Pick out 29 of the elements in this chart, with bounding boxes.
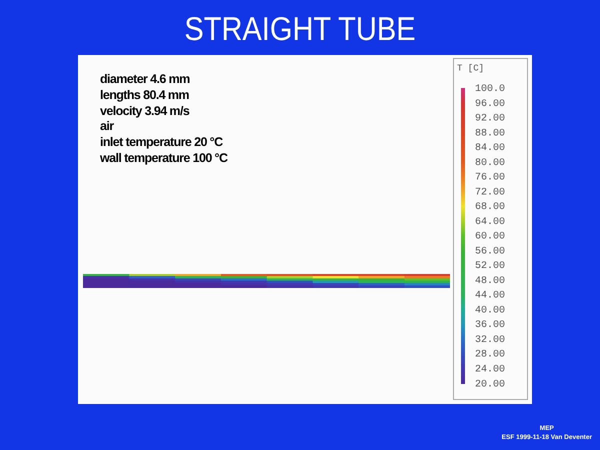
- color-bar-label: 28.00: [475, 350, 506, 361]
- color-bar-label: 76.00: [475, 172, 506, 184]
- color-bar-label: 72.00: [475, 187, 506, 198]
- color-bar-title: T [C]: [457, 63, 484, 74]
- color-bar-label: 44.00: [475, 290, 506, 302]
- text: lengths 80.4 mm: [100, 88, 190, 104]
- color-bar-label: 88.00: [475, 128, 506, 140]
- color-bar-label: 68.00: [475, 202, 506, 214]
- color-bar-label: 56.00: [475, 246, 506, 258]
- text: diameter 4.6 mm: [100, 72, 191, 88]
- chart-title: STRAIGHT TUBE: [183, 10, 417, 48]
- color-bar-label: 52.00: [475, 261, 506, 272]
- color-bar-label: 64.00: [475, 216, 506, 228]
- color-bar-label: 96.00: [475, 98, 506, 110]
- text: inlet temperature 20 °C: [100, 135, 224, 151]
- color-bar-label: 36.00: [475, 320, 506, 332]
- color-bar-label: 100.0: [475, 84, 506, 96]
- color-bar-label: 92.00: [475, 114, 506, 125]
- text: velocity 3.94 m/s: [100, 104, 190, 120]
- color-bar-label: 24.00: [475, 364, 506, 376]
- text: wall temperature 100 °C: [100, 150, 228, 167]
- color-bar-label: 40.00: [475, 305, 506, 316]
- color-bar-label: 48.00: [475, 276, 506, 287]
- text: air: [100, 119, 115, 136]
- color-bar-label: 60.00: [475, 232, 506, 243]
- color-bar-label: 32.00: [475, 334, 506, 346]
- color-bar-label: 84.00: [475, 143, 506, 154]
- color-bar-label: 20.00: [475, 379, 506, 390]
- color-bar-label: 80.00: [475, 158, 506, 169]
